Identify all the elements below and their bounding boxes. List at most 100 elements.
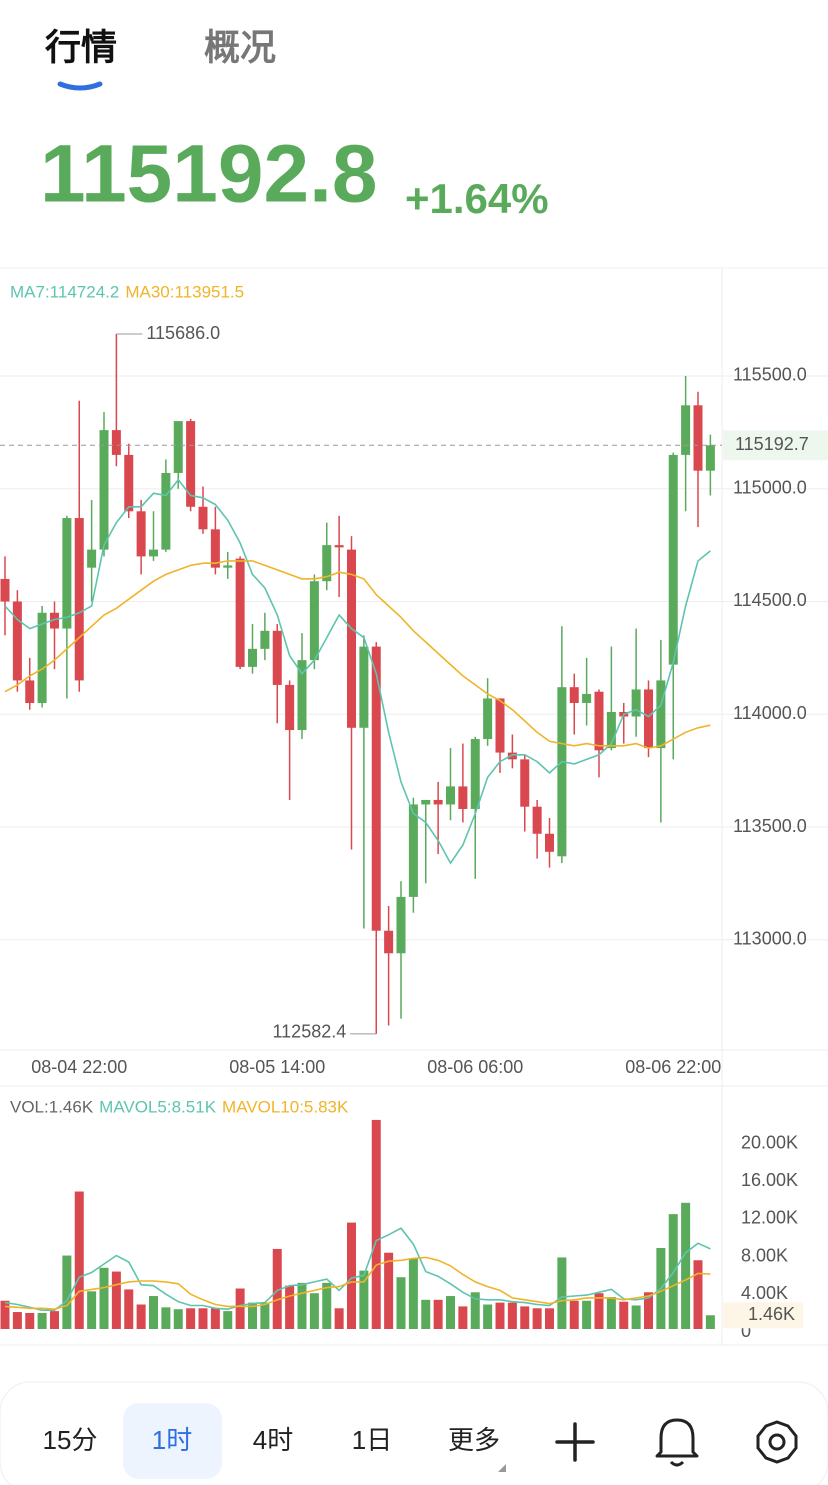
candle-body bbox=[668, 454, 678, 665]
current-volume-label: 1.46K bbox=[748, 1304, 795, 1324]
volume-bar bbox=[161, 1307, 171, 1329]
volume-bar bbox=[235, 1288, 245, 1329]
min-annotation: 112582.4 bbox=[273, 1022, 347, 1042]
add-icon[interactable] bbox=[555, 1422, 595, 1462]
candle-body bbox=[532, 806, 542, 834]
candle-body bbox=[322, 545, 332, 582]
candle-body bbox=[594, 691, 604, 751]
candle-body bbox=[37, 612, 47, 703]
x-tick-label: 08-05 14:00 bbox=[229, 1057, 325, 1077]
volume-bar bbox=[309, 1293, 319, 1329]
volume-bar bbox=[124, 1289, 134, 1329]
candle-body bbox=[582, 693, 592, 703]
candle-body bbox=[186, 421, 196, 507]
tab-underline bbox=[57, 81, 103, 91]
candle-body bbox=[111, 430, 121, 455]
y-tick-label: 113000.0 bbox=[733, 929, 807, 949]
ma-line bbox=[4, 560, 711, 749]
candle-body bbox=[693, 405, 703, 471]
candle-body bbox=[520, 759, 530, 807]
legend-entry: MA7:114724.2 bbox=[10, 282, 119, 301]
candle-body bbox=[272, 630, 282, 685]
y-tick-label: 0 bbox=[741, 1321, 751, 1341]
volume-bar bbox=[545, 1308, 554, 1329]
ma-line bbox=[4, 1256, 711, 1311]
volume-bar bbox=[25, 1312, 35, 1329]
candle-body bbox=[569, 687, 579, 703]
volume-bar bbox=[285, 1285, 295, 1329]
volume-bar bbox=[210, 1308, 220, 1329]
volume-bar bbox=[619, 1301, 629, 1329]
candle-body bbox=[149, 549, 158, 557]
volume-bar bbox=[136, 1304, 146, 1329]
y-tick-label: 113500.0 bbox=[733, 816, 807, 836]
alert-icon[interactable] bbox=[655, 1418, 699, 1467]
current-price-bg bbox=[723, 430, 828, 461]
candle-body bbox=[507, 752, 517, 760]
volume-bar bbox=[359, 1270, 369, 1329]
volume-bar bbox=[248, 1302, 257, 1329]
volume-bar bbox=[322, 1282, 332, 1329]
candle-body bbox=[359, 646, 369, 728]
y-tick-label: 4.00K bbox=[741, 1283, 788, 1303]
candle-body bbox=[681, 405, 691, 455]
y-tick-label: 16.00K bbox=[741, 1170, 798, 1190]
volume-bar bbox=[495, 1302, 505, 1329]
selected-bg bbox=[123, 1403, 222, 1479]
ma-line bbox=[4, 1227, 711, 1311]
candle-body bbox=[421, 799, 431, 805]
interval[interactable]: 1日 bbox=[352, 1425, 392, 1455]
tab[interactable]: 概况 bbox=[204, 27, 276, 68]
legend-entry: MAVOL5:8.51K bbox=[99, 1097, 217, 1116]
candle-body bbox=[297, 660, 307, 731]
candle-body bbox=[334, 545, 344, 548]
candle-body bbox=[371, 646, 381, 931]
candle-body bbox=[656, 680, 666, 749]
volume-bar bbox=[569, 1300, 579, 1329]
candle-body bbox=[433, 799, 443, 805]
candle-body bbox=[74, 518, 84, 681]
ma-line bbox=[4, 478, 711, 865]
volume-bar bbox=[705, 1315, 715, 1329]
candle-body bbox=[446, 786, 455, 805]
candle-body bbox=[87, 549, 97, 568]
interval[interactable]: 4时 bbox=[253, 1425, 293, 1455]
y-tick-label: 20.00K bbox=[741, 1132, 798, 1152]
volume-bar bbox=[37, 1312, 47, 1329]
volume-bar bbox=[532, 1308, 542, 1329]
volume-bar bbox=[483, 1304, 493, 1329]
more[interactable]: 更多 bbox=[448, 1425, 500, 1455]
last-price: 115192.8 bbox=[40, 129, 378, 220]
x-tick-label: 08-06 22:00 bbox=[625, 1057, 721, 1077]
volume-bar bbox=[334, 1308, 344, 1329]
candle-body bbox=[309, 581, 319, 661]
candle-body bbox=[198, 506, 208, 530]
volume-bar bbox=[260, 1302, 270, 1329]
volume-bar bbox=[433, 1299, 443, 1329]
candle-body bbox=[210, 529, 220, 568]
tab-active[interactable]: 行情 bbox=[45, 27, 117, 68]
volume-bar bbox=[347, 1222, 356, 1329]
interval-selected[interactable]: 1时 bbox=[152, 1425, 192, 1455]
price-change: +1.64% bbox=[405, 175, 549, 222]
candle-body bbox=[557, 687, 567, 857]
candle-body bbox=[50, 612, 59, 629]
interval[interactable]: 15分 bbox=[43, 1425, 98, 1455]
candle-body bbox=[223, 565, 233, 568]
y-tick-label: 8.00K bbox=[741, 1245, 788, 1265]
candle-body bbox=[396, 896, 406, 954]
current-price-label: 115192.7 bbox=[735, 434, 809, 454]
candle-body bbox=[384, 930, 394, 954]
volume-bar bbox=[111, 1271, 121, 1329]
candle-body bbox=[12, 601, 22, 681]
candle-body bbox=[25, 680, 35, 703]
y-tick-label: 115000.0 bbox=[733, 477, 807, 497]
settings-icon[interactable] bbox=[756, 1420, 798, 1464]
candle-body bbox=[644, 689, 653, 749]
volume-bar bbox=[50, 1311, 59, 1329]
volume-bar bbox=[99, 1267, 109, 1329]
volume-bar bbox=[62, 1255, 72, 1329]
candle-body bbox=[62, 518, 72, 629]
candle-body bbox=[631, 689, 641, 717]
